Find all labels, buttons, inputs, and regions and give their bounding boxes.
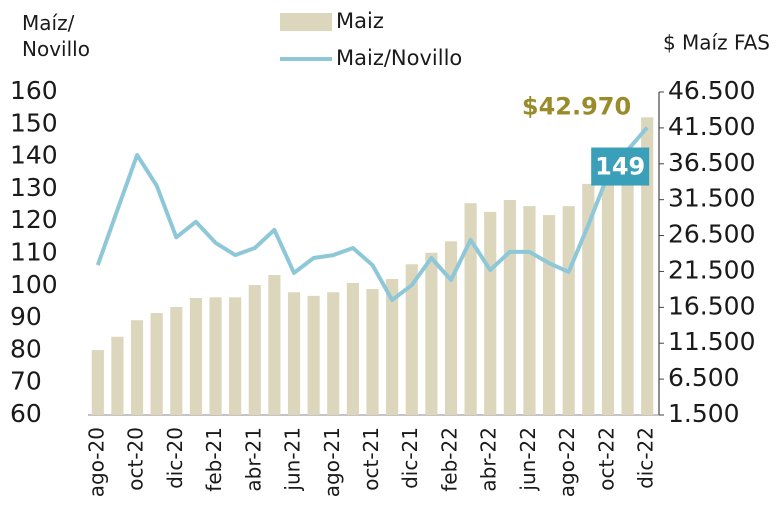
bar (444, 241, 458, 415)
bar (641, 117, 654, 415)
y-tick-label: 100 (10, 270, 58, 299)
bar (621, 150, 634, 415)
bar (307, 295, 320, 415)
bar (150, 313, 163, 415)
bar (503, 200, 516, 415)
x-tick-label: feb-21 (202, 427, 226, 492)
y-tick-label: 140 (10, 141, 58, 170)
x-tick-label: abr-21 (241, 427, 265, 492)
x-tick-label: ago-21 (320, 427, 344, 497)
y-tick-label: 80 (10, 334, 42, 363)
legend-label: Maiz (336, 9, 384, 33)
y-tick-label: 160 (10, 76, 58, 105)
bar (327, 292, 340, 415)
y2-tick-label: 1.500 (668, 399, 740, 428)
y-tick-label: 120 (10, 205, 58, 234)
bar (287, 292, 301, 415)
x-tick-label: jun-22 (516, 427, 540, 492)
y-tick-label: 60 (10, 399, 42, 428)
bar (562, 206, 575, 415)
x-tick-label: oct-20 (124, 427, 148, 491)
x-tick-label: jun-21 (281, 427, 305, 492)
legend-label: Maiz/Novillo (336, 46, 462, 70)
x-tick-label: feb-22 (437, 427, 461, 492)
bar (425, 252, 438, 415)
y2-tick-label: 26.500 (668, 220, 755, 249)
bar (91, 350, 104, 415)
bar (464, 203, 477, 415)
y2-tick-label: 41.500 (668, 112, 755, 141)
bar (189, 298, 202, 415)
bar (130, 320, 144, 415)
y-tick-label: 130 (10, 173, 58, 202)
bar (248, 285, 261, 415)
line (95, 126, 649, 302)
y2-axis-title: $ Maíz FAS (663, 31, 770, 55)
bar (523, 206, 536, 415)
line-value-label: 149 (595, 153, 645, 181)
bar (601, 170, 615, 415)
bar (543, 215, 556, 415)
y2-tick-label: 21.500 (668, 255, 755, 284)
x-tick-label: dic-21 (398, 427, 422, 489)
bar (209, 297, 222, 415)
legend-swatch (280, 13, 332, 31)
y2-tick-label: 31.500 (668, 184, 755, 213)
y-tick-label: 150 (10, 108, 58, 137)
line-value-label-box (591, 147, 650, 186)
x-tick-label: ago-22 (555, 427, 579, 497)
y2-tick-label: 11.500 (668, 327, 755, 356)
bar-value-label: $42.970 (522, 92, 631, 120)
x-tick-label: oct-21 (359, 427, 383, 491)
bar (229, 297, 242, 415)
bar (386, 278, 399, 415)
bar (346, 282, 359, 415)
bar (484, 211, 497, 415)
bar (366, 289, 379, 415)
x-tick-label: oct-22 (594, 427, 618, 491)
y-tick-label: 70 (10, 367, 42, 396)
bar (268, 275, 281, 415)
y2-tick-label: 46.500 (668, 76, 755, 105)
bar (405, 264, 418, 415)
x-tick-label: ago-20 (84, 427, 108, 497)
y2-tick-label: 16.500 (668, 291, 755, 320)
bar (170, 306, 183, 415)
y2-tick-label: 36.500 (668, 148, 755, 177)
x-tick-label: dic-22 (634, 427, 658, 489)
y2-tick-label: 6.500 (668, 363, 740, 392)
y-tick-label: 110 (10, 238, 58, 267)
x-tick-label: dic-20 (163, 427, 187, 489)
bar (111, 336, 124, 415)
y-axis-title: Maíz/ Novillo (22, 11, 90, 61)
bar (582, 183, 595, 415)
y-tick-label: 90 (10, 302, 42, 331)
x-tick-label: abr-22 (477, 427, 501, 492)
